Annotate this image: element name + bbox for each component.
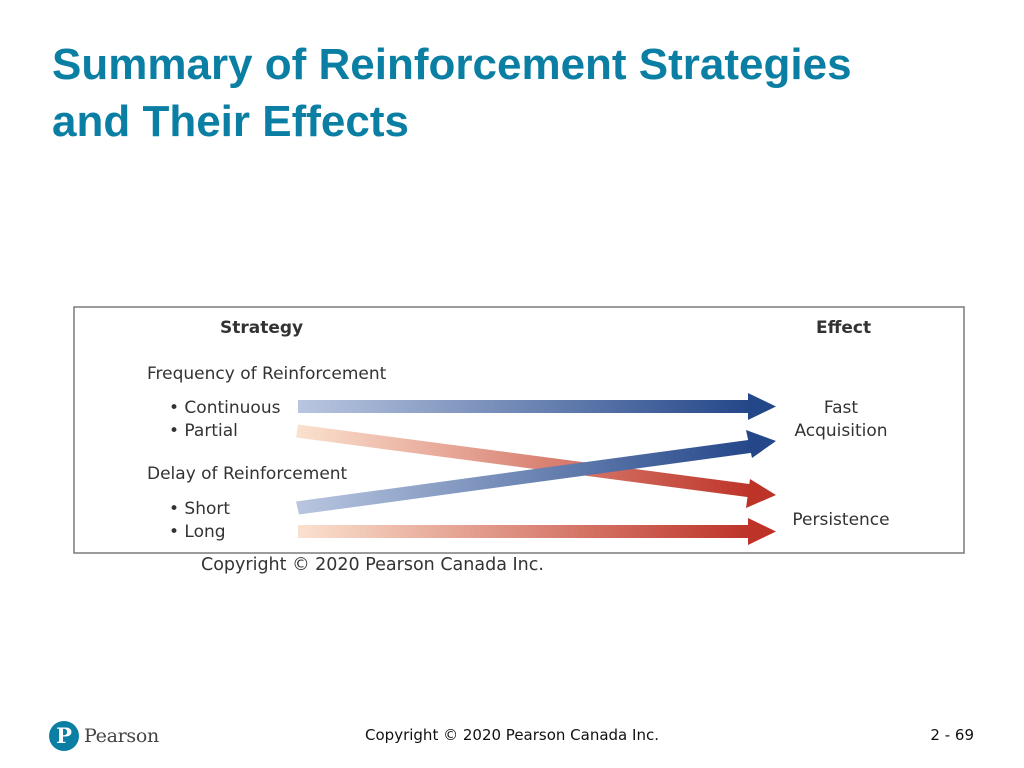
item-short: • Short	[169, 499, 230, 519]
strategy-heading: Strategy	[220, 318, 303, 338]
pearson-p-icon: P	[49, 721, 79, 751]
item-partial: • Partial	[169, 421, 238, 441]
effect-fast-line-2: Acquisition	[794, 421, 887, 441]
item-continuous: • Continuous	[169, 398, 281, 418]
effect-persistence: Persistence	[792, 510, 889, 530]
slide-title: Summary of Reinforcement Strategies and …	[52, 36, 972, 150]
pearson-logo: P Pearson	[49, 719, 159, 753]
effect-fast-line-1: Fast	[824, 398, 858, 418]
page-number: 2 - 69	[930, 726, 974, 744]
arrow-long-to-persistence	[298, 518, 776, 545]
item-long: • Long	[169, 522, 226, 542]
arrow-partial-to-persistence	[296, 424, 776, 508]
arrow-short-to-fast-acquisition	[296, 430, 776, 515]
footer-copyright: Copyright © 2020 Pearson Canada Inc.	[365, 726, 659, 744]
arrow-continuous-to-fast-acquisition	[298, 393, 776, 420]
pearson-wordmark: Pearson	[84, 725, 159, 747]
group-label-frequency: Frequency of Reinforcement	[147, 364, 387, 384]
group-label-delay: Delay of Reinforcement	[147, 464, 348, 484]
diagram-frame	[73, 306, 965, 554]
effect-heading: Effect	[816, 318, 871, 338]
slide-title-line-1: Summary of Reinforcement Strategies	[52, 40, 852, 89]
figure-copyright: Copyright © 2020 Pearson Canada Inc.	[201, 555, 544, 575]
slide-title-line-2: and Their Effects	[52, 97, 409, 146]
